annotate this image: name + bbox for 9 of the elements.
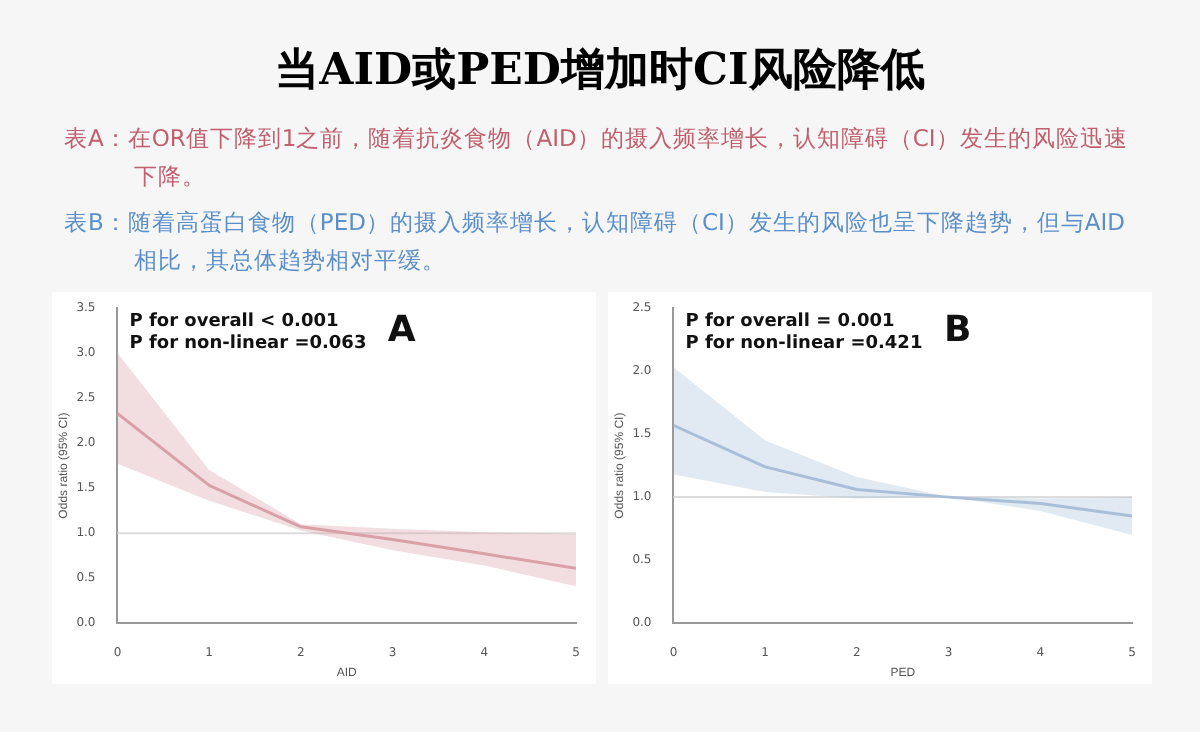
annotation: P for overall = 0.001: [685, 311, 895, 332]
chart-title: B: [944, 309, 972, 352]
chart-title: A: [387, 309, 416, 352]
text: 当AID或PED增加时CI风险降低: [273, 42, 927, 100]
annotation: P for non-linear =0.421: [685, 333, 923, 354]
annotation: P for non-linear =0.063: [129, 333, 367, 354]
text: 表A：在OR值下降到1之前，随着抗炎食物（AID）的摄入频率增长，认知障碍（CI）发生的风险迅速下降。: [64, 122, 1130, 194]
annotation: P for overall < 0.001: [129, 311, 339, 332]
text: 表B：随着高蛋白食物（PED）的摄入频率增长，认知障碍（CI）发生的风险也呈下降趋势，但与AID相比，其总体趋势相对平缓。: [64, 206, 1127, 278]
